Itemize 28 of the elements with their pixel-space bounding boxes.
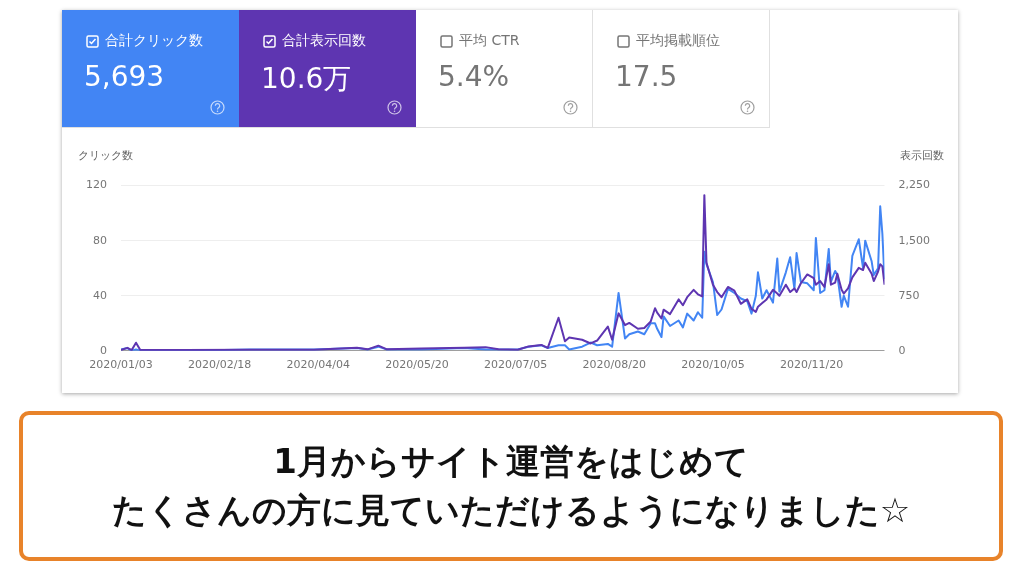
text: 5.4% <box>438 60 510 93</box>
x-tick-label: 2020/07/05 <box>483 358 548 372</box>
x-tick-label: 2020/04/04 <box>286 358 351 372</box>
x-tick-label: 2020/08/20 <box>582 358 646 372</box>
y2-tick-label: 1,500 <box>898 233 931 247</box>
y2-axis-title: 表示回数 <box>900 148 944 163</box>
text: 5,693 <box>84 60 165 93</box>
y-axis-title: クリック数 <box>78 148 133 163</box>
text: 1月からサイト運営をはじめて <box>273 439 749 483</box>
y-tick-label: 40 <box>93 288 107 302</box>
y2-tick-label: 0 <box>898 343 906 357</box>
y2-tick-label: 2,250 <box>898 178 931 192</box>
x-tick-label: 2020/01/03 <box>89 358 153 372</box>
y-tick-label: 120 <box>86 178 107 192</box>
y-tick-label: 0 <box>100 343 107 357</box>
text: たくさんの方に見ていただけるようになりました☆ <box>111 489 911 532</box>
x-tick-label: 2020/11/20 <box>779 358 844 372</box>
text: 平均 CTR <box>459 32 520 50</box>
x-tick-label: 2020/10/05 <box>681 358 745 372</box>
text: 17.5 <box>615 60 678 93</box>
x-tick-label: 2020/05/20 <box>385 358 449 372</box>
text: 合計クリック数 <box>105 32 203 50</box>
text: 10.6万 <box>261 61 352 97</box>
x-tick-label: 2020/02/18 <box>187 358 252 372</box>
text: 平均掲載順位 <box>636 32 720 50</box>
text: 合計表示回数 <box>282 32 366 50</box>
y2-tick-label: 750 <box>898 288 920 302</box>
y-tick-label: 80 <box>93 233 107 247</box>
